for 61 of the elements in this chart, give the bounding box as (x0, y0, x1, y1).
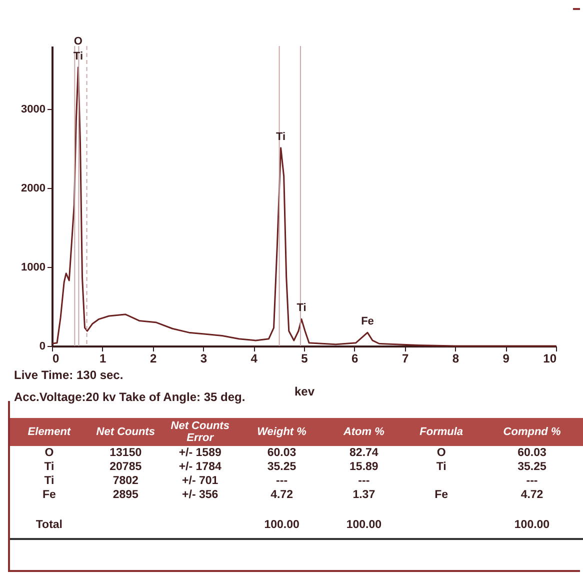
text: 60.03 (518, 447, 546, 459)
text: 82.74 (350, 447, 378, 459)
text: +/- 701 (182, 475, 218, 487)
text: 35.25 (518, 461, 546, 473)
text: --- (526, 475, 538, 487)
x-tick-label: 10 (543, 352, 557, 366)
category-label: Net Counts (88, 418, 163, 446)
y-tick-label: 3000 (21, 104, 46, 116)
x-tick-label: 2 (150, 352, 157, 366)
text: 100.00 (514, 519, 550, 531)
category-label: Formula (402, 418, 482, 446)
x-tick-label: 4 (250, 352, 258, 366)
annotation: Ti (73, 50, 83, 62)
text: 15.89 (350, 461, 378, 473)
text: Fe (42, 489, 56, 501)
text: 20785 (110, 461, 142, 473)
text: Ti (44, 475, 54, 487)
y-tick-label: 2000 (21, 182, 46, 195)
category-label: Weight % (237, 418, 326, 446)
x-tick-label: 6 (352, 352, 359, 366)
text: 7802 (112, 475, 138, 487)
text: Ti (44, 461, 54, 473)
annotation: Fe (361, 316, 374, 328)
category-label: Compnd % (481, 418, 583, 446)
text: 1.37 (352, 489, 376, 501)
text: 2895 (112, 489, 138, 501)
x-tick-label: 9 (502, 352, 510, 366)
text: --- (276, 475, 288, 487)
x-tick-label: 3 (200, 352, 208, 366)
y-tick-label: 1000 (21, 262, 46, 274)
category-label: Atom % (326, 418, 402, 446)
text: --- (358, 475, 370, 487)
text: 4.72 (520, 489, 544, 501)
text: 100.00 (264, 519, 300, 531)
text: Live Time: 130 sec. (14, 367, 124, 384)
text: 4.72 (270, 489, 293, 501)
text: 100.00 (346, 519, 382, 531)
text: 35.25 (267, 461, 296, 473)
annotation: O (74, 35, 83, 48)
category-label: Element (10, 418, 88, 446)
text: Total (36, 519, 62, 531)
text: O (436, 447, 446, 459)
text: 60.03 (267, 447, 296, 459)
annotation: Ti (296, 302, 306, 314)
text: Fe (434, 489, 448, 501)
text: O (44, 447, 54, 459)
x-tick-label: 7 (402, 352, 409, 366)
category-label: Net Counts Error (162, 418, 238, 446)
text: +/- 1784 (178, 461, 222, 473)
y-tick-label: 0 (39, 340, 46, 352)
text: Ti (436, 461, 446, 473)
text: +/- 1589 (178, 447, 222, 459)
x-axis-title: kev (294, 384, 315, 398)
x-tick-label: 0 (52, 352, 60, 366)
text: 13150 (110, 447, 142, 459)
x-tick-label: 5 (301, 352, 308, 366)
annotation: Ti (276, 130, 286, 143)
text: +/- 356 (182, 489, 218, 501)
x-tick-label: 8 (452, 352, 460, 366)
text: Acc.Voltage:20 kv Take of Angle: 35 deg. (14, 389, 246, 406)
x-tick-label: 1 (100, 352, 107, 366)
